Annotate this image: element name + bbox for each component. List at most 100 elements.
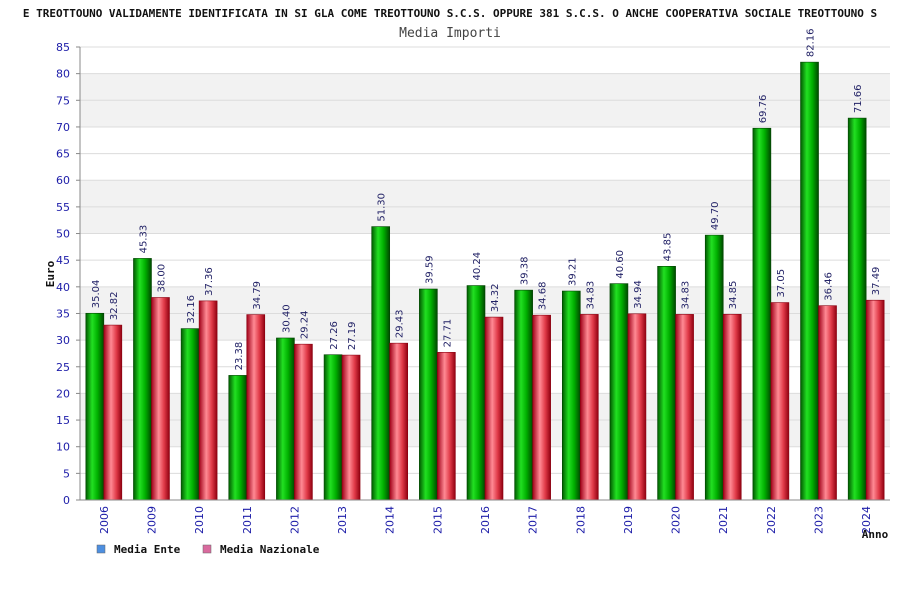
x-tick-label: 2018 — [574, 506, 587, 534]
x-tick-label: 2022 — [765, 506, 778, 534]
bar-value-label: 37.36 — [204, 267, 215, 296]
x-tick-label: 2012 — [288, 506, 301, 534]
y-tick-label: 30 — [56, 334, 70, 347]
bar-value-label: 71.66 — [853, 84, 864, 113]
x-tick-label: 2006 — [98, 506, 111, 534]
y-tick-label: 15 — [56, 414, 70, 427]
legend-label-media-ente: Media Ente — [114, 543, 181, 556]
bar-value-label: 34.83 — [585, 281, 596, 310]
x-tick-label: 2014 — [384, 506, 397, 534]
bar-media-ente — [847, 117, 867, 501]
bar-media-ente — [419, 288, 438, 501]
x-tick-label: 2015 — [431, 506, 444, 534]
bar-value-label: 36.46 — [824, 272, 835, 301]
y-tick-label: 75 — [56, 94, 70, 107]
bar-value-label: 37.05 — [776, 269, 787, 298]
bar-value-label: 29.43 — [395, 310, 406, 339]
bar-media-nazionale — [294, 343, 313, 501]
bar-value-label: 37.49 — [871, 267, 882, 296]
bar-media-nazionale — [627, 313, 647, 501]
bar-value-label: 45.33 — [138, 225, 149, 254]
y-tick-label: 45 — [56, 254, 70, 267]
bar-media-nazionale — [389, 342, 409, 501]
legend: Media Ente Media Nazionale — [96, 543, 320, 556]
bar-value-label: 27.19 — [347, 321, 358, 350]
x-axis-title: Anno — [862, 528, 889, 541]
x-tick-label: 2016 — [479, 506, 492, 534]
bar-value-label: 39.38 — [520, 256, 531, 285]
bar-media-nazionale — [341, 354, 361, 501]
x-tick-label: 2024 — [860, 506, 873, 534]
y-axis-ticks: 0 5 10 15 20 25 30 35 40 45 50 55 60 65 70 75 80 85 — [56, 41, 80, 507]
bar-value-label: 32.16 — [186, 295, 197, 324]
bar-media-ente — [133, 258, 152, 501]
x-tick-label: 2017 — [527, 506, 540, 534]
y-tick-label: 25 — [56, 361, 70, 374]
bar-media-nazionale — [246, 314, 266, 501]
legend-swatch-media-nazionale — [202, 544, 212, 554]
bar-value-label: 34.94 — [633, 280, 644, 309]
bar-media-nazionale — [579, 314, 599, 501]
bar-media-nazionale — [865, 299, 885, 501]
bar-media-nazionale — [770, 302, 790, 501]
y-tick-label: 60 — [56, 174, 70, 187]
x-tick-label: 2019 — [622, 506, 635, 534]
bar-value-label: 40.24 — [472, 252, 483, 281]
y-tick-label: 80 — [56, 68, 70, 81]
bar-value-label: 34.32 — [490, 283, 501, 312]
bar-value-label: 40.60 — [615, 250, 626, 279]
bar-value-label: 34.85 — [728, 281, 739, 310]
y-tick-label: 50 — [56, 228, 70, 241]
bar-media-nazionale — [437, 352, 456, 501]
bar-value-label: 39.59 — [424, 255, 435, 284]
bar-media-ente — [800, 61, 819, 501]
bar-media-ente — [657, 266, 676, 501]
bar-value-label: 32.82 — [109, 291, 120, 320]
bar-value-label: 27.26 — [329, 321, 340, 350]
bar-media-ente — [180, 328, 200, 501]
y-tick-label: 55 — [56, 201, 70, 214]
y-tick-label: 65 — [56, 148, 70, 161]
chart-title: E TREOTTOUNO VALIDAMENTE IDENTIFICATA IN… — [23, 7, 877, 20]
bar-media-ente — [609, 283, 629, 501]
x-tick-label: 2009 — [145, 506, 158, 534]
plot-band — [80, 47, 890, 74]
bar-value-label: 38.00 — [156, 264, 167, 293]
bar-value-label: 69.76 — [758, 95, 769, 124]
y-tick-label: 35 — [56, 307, 70, 320]
bar-media-ente — [228, 375, 248, 501]
chart-subtitle: Media Importi — [399, 26, 501, 41]
bar-media-nazionale — [818, 305, 837, 501]
bar-media-ente — [276, 337, 295, 501]
bar-media-nazionale — [722, 313, 742, 501]
bar-media-nazionale — [532, 314, 551, 501]
bar-media-nazionale — [675, 314, 694, 501]
x-tick-label: 2011 — [241, 506, 254, 534]
x-tick-label: 2021 — [717, 506, 730, 534]
bar-value-label: 34.83 — [681, 281, 692, 310]
value-labels: 35.04 32.82 45.33 38.00 32.16 37.36 23.38 34.79… — [91, 28, 882, 370]
legend-label-media-nazionale: Media Nazionale — [220, 543, 320, 556]
y-axis-title: Euro — [44, 260, 57, 287]
bar-media-ente — [514, 289, 533, 501]
x-tick-label: 2010 — [193, 506, 206, 534]
y-tick-label: 20 — [56, 387, 70, 400]
x-tick-label: 2020 — [670, 506, 683, 534]
legend-swatch-media-ente — [96, 544, 106, 554]
bar-media-ente — [704, 234, 724, 501]
bar-value-label: 51.30 — [377, 193, 388, 222]
bar-value-label: 23.38 — [234, 342, 245, 371]
y-tick-label: 40 — [56, 281, 70, 294]
bar-value-label: 39.21 — [567, 257, 578, 286]
bar-media-ente — [561, 290, 581, 501]
bar-value-label: 43.85 — [663, 233, 674, 262]
x-axis-ticks: 2006 2009 2010 2011 2012 2013 2014 2015 2016 2017… — [98, 506, 873, 534]
x-tick-label: 2023 — [813, 506, 826, 534]
bar-value-label: 30.40 — [281, 304, 292, 333]
bar-value-label: 49.70 — [710, 201, 721, 230]
y-tick-label: 10 — [56, 441, 70, 454]
bar-media-nazionale — [151, 297, 170, 501]
bar-media-ente — [752, 127, 772, 501]
x-tick-label: 2013 — [336, 506, 349, 534]
bar-media-ente — [323, 354, 343, 501]
